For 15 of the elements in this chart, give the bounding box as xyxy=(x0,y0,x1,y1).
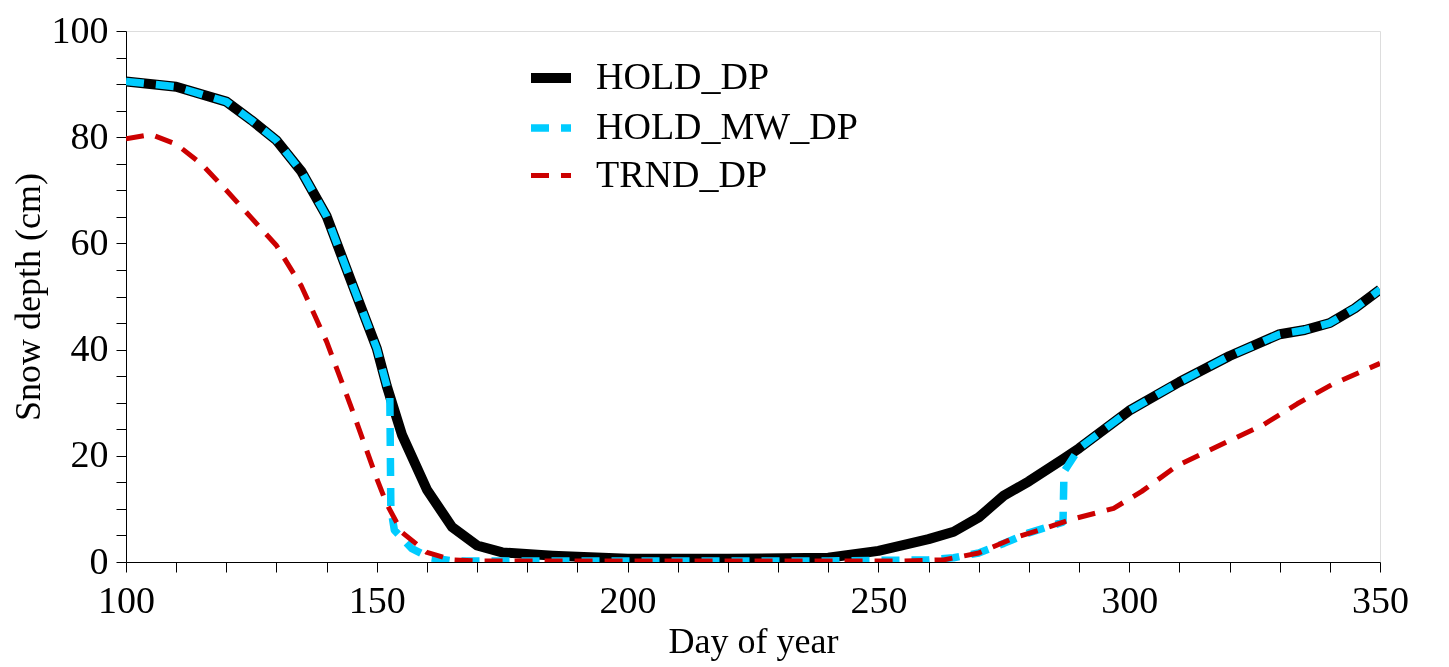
x-tick-label: 300 xyxy=(1101,578,1159,621)
x-tick-label: 250 xyxy=(850,578,908,621)
y-tick-label: 80 xyxy=(70,114,109,157)
y-axis-title: Snow depth (cm) xyxy=(7,173,48,421)
y-tick-label: 20 xyxy=(70,433,109,476)
x-tick-label: 200 xyxy=(599,578,657,621)
legend-label: TRND_DP xyxy=(596,152,768,195)
x-tick-label: 150 xyxy=(348,578,406,621)
y-tick-label: 100 xyxy=(51,8,109,51)
y-tick-label: 60 xyxy=(70,220,109,263)
x-tick-label: 350 xyxy=(1352,578,1409,621)
legend-label: HOLD_MW_DP xyxy=(596,105,858,147)
legend-label: HOLD_DP xyxy=(596,55,770,97)
y-tick-label: 40 xyxy=(70,327,109,370)
x-axis-title: Day of year xyxy=(668,620,839,661)
